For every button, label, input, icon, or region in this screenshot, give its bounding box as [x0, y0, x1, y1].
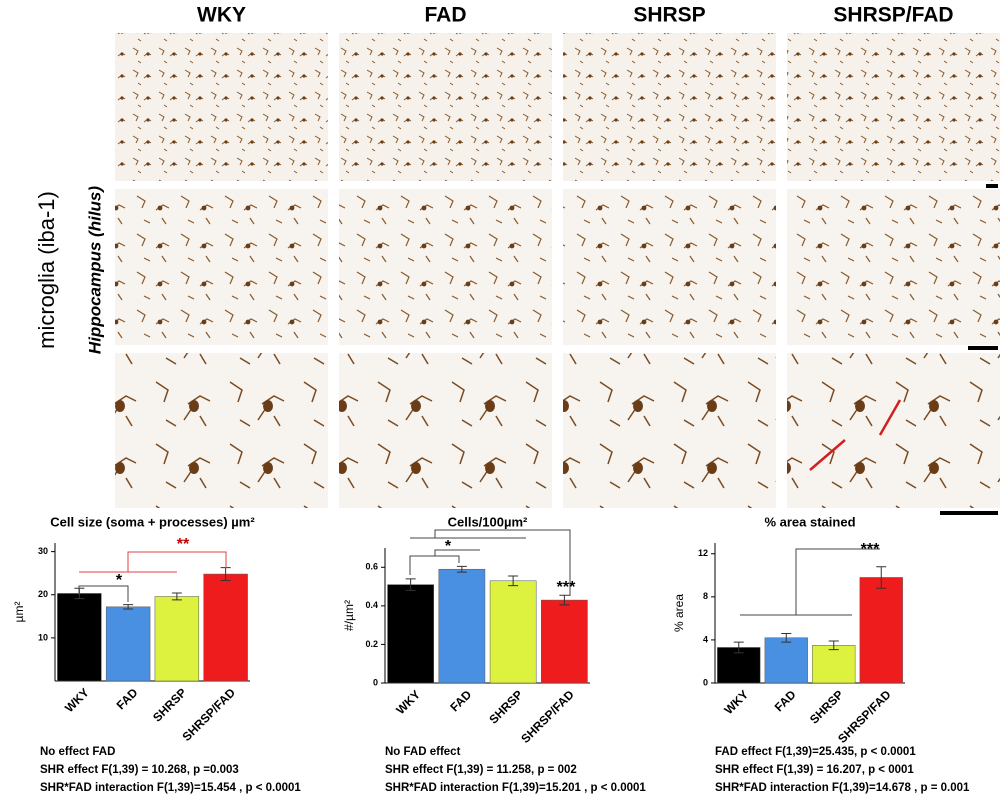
x-tick-label: FAD: [447, 687, 474, 714]
significance-bracket: [740, 548, 880, 616]
micrograph: [115, 189, 328, 345]
region-label: Hippocampus (hilus): [85, 186, 104, 354]
y-tick-label: 8: [703, 591, 708, 601]
significance-label: ***: [861, 541, 880, 558]
significance-label: **: [177, 536, 190, 553]
y-tick-label: 0.4: [365, 600, 378, 610]
stat-note: SHR effect F(1,39) = 16.207, p < 0001: [715, 764, 914, 776]
bar: [812, 645, 856, 684]
significance-label: *: [116, 572, 123, 589]
y-tick-label: 30: [38, 546, 48, 556]
x-tick-label: WKY: [62, 685, 92, 715]
stat-note: SHR effect F(1,39) = 11.258, p = 002: [385, 764, 577, 776]
y-tick-label: 0: [703, 677, 708, 687]
stat-note: FAD effect F(1,39)=25.435, p < 0.0001: [715, 746, 916, 758]
micrograph: [787, 33, 1000, 181]
column-header: SHRSP: [633, 4, 705, 27]
bar: [717, 647, 761, 684]
bar: [764, 637, 808, 684]
significance-label: *: [445, 538, 452, 555]
y-tick-label: 0.6: [365, 562, 378, 572]
x-tick-label: WKY: [721, 687, 751, 717]
micrograph: [115, 33, 328, 181]
significance-label: ***: [557, 579, 576, 596]
x-tick-label: SHRSP/FAD: [518, 687, 577, 746]
stat-note: SHR*FAD interaction F(1,39)=15.201 , p <…: [385, 782, 646, 794]
bar: [489, 580, 537, 684]
error-bar: [508, 575, 519, 587]
y-tick-label: 20: [38, 589, 48, 599]
arrow: [809, 439, 846, 471]
x-tick-label: SHRSP: [150, 685, 189, 724]
y-tick-label: 12: [698, 548, 708, 558]
stat-note: SHR effect F(1,39) = 10.268, p =0.003: [40, 764, 239, 776]
micrograph: [339, 33, 552, 181]
chart-title: Cells/100µm²: [448, 514, 528, 529]
bar: [859, 577, 903, 684]
x-tick-label: SHRSP/FAD: [180, 685, 239, 744]
y-tick-label: 10: [38, 632, 48, 642]
micrograph: [563, 33, 776, 181]
y-tick-label: 4: [703, 634, 708, 644]
micrograph: [339, 189, 552, 345]
bar: [154, 596, 200, 682]
y-axis-label: µm²: [12, 602, 26, 623]
significance-bracket: [410, 529, 571, 596]
x-tick-label: FAD: [114, 685, 141, 712]
stat-note: No FAD effect: [385, 746, 461, 758]
chart-title: % area stained: [764, 514, 855, 529]
y-axis-label: % area: [672, 594, 686, 632]
micrograph: [115, 353, 328, 508]
bar: [541, 599, 588, 684]
error-bar: [828, 640, 839, 651]
error-bar: [876, 566, 887, 589]
row-label: microglia (iba-1): [34, 191, 59, 349]
bar: [387, 584, 434, 684]
micrograph: [787, 353, 1000, 508]
x-tick-label: SHRSP: [807, 687, 846, 726]
significance-bracket: [79, 551, 227, 573]
micrograph: [339, 353, 552, 508]
stat-note: SHR*FAD interaction F(1,39)=15.454 , p <…: [40, 782, 301, 794]
column-header: SHRSP/FAD: [833, 4, 953, 27]
y-tick-label: 0.2: [365, 639, 378, 649]
bar: [105, 606, 151, 682]
error-bar: [171, 592, 182, 601]
y-tick-label: 0: [373, 677, 378, 687]
x-tick-label: SHRSP: [486, 687, 525, 726]
error-bar: [456, 565, 467, 573]
micrographs: [115, 33, 1000, 508]
bar: [438, 568, 486, 684]
micrograph: [787, 189, 1000, 345]
error-bar: [781, 632, 792, 643]
column-header: FAD: [425, 4, 467, 27]
chart-title: Cell size (soma + processes) µm²: [50, 514, 255, 529]
x-tick-label: WKY: [393, 687, 423, 717]
y-axis-label: #/µm²: [342, 600, 356, 631]
stat-note: SHR*FAD interaction F(1,39)=14.678 , p =…: [715, 782, 970, 794]
x-tick-label: FAD: [772, 687, 799, 714]
significance-bracket: [409, 549, 480, 575]
bar: [203, 573, 248, 682]
error-bar: [123, 604, 134, 610]
error-bar: [733, 641, 744, 654]
error-bar: [559, 594, 570, 606]
stat-note: No effect FAD: [40, 746, 115, 758]
significance-bracket: [78, 585, 129, 602]
micrograph: [563, 353, 776, 508]
bar: [57, 593, 102, 682]
error-bar: [405, 578, 416, 591]
micrograph: [563, 189, 776, 345]
arrow: [878, 399, 902, 436]
column-header: WKY: [197, 4, 246, 27]
